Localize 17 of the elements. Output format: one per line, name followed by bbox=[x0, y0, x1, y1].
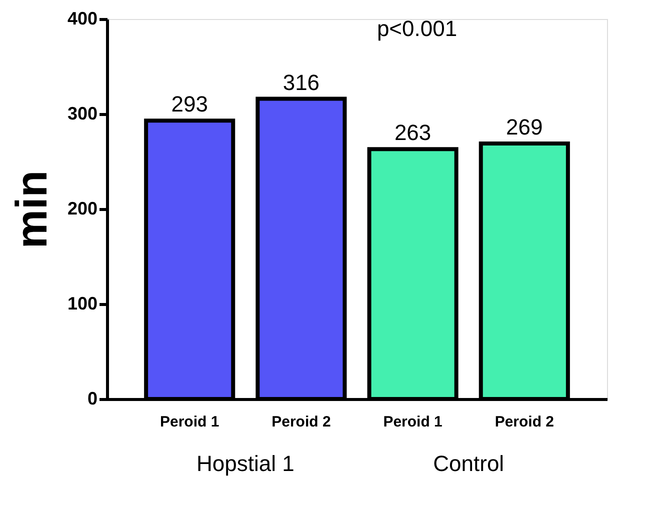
annotation: p<0.001 bbox=[376, 16, 458, 41]
data-label: 263 bbox=[394, 120, 432, 146]
y-tick-label: 0 bbox=[87, 388, 98, 408]
y-tick-label: 100 bbox=[67, 294, 98, 314]
data-label: 269 bbox=[506, 114, 543, 140]
x-tick-label: Peroid 2 bbox=[494, 414, 554, 430]
text: Control bbox=[433, 451, 504, 476]
text: Hopstial 1 bbox=[196, 451, 294, 476]
y-tick-label: 300 bbox=[67, 104, 98, 124]
x-tick-label: Peroid 1 bbox=[160, 414, 220, 430]
y-tick-label: 400 bbox=[67, 8, 98, 28]
y-tick-label: 200 bbox=[67, 198, 98, 218]
data-label: 316 bbox=[282, 70, 320, 95]
data-label: 293 bbox=[171, 92, 208, 117]
x-tick-label: Peroid 2 bbox=[272, 414, 331, 430]
x-tick-label: Peroid 1 bbox=[383, 414, 442, 430]
y-axis-title: min bbox=[7, 170, 56, 249]
